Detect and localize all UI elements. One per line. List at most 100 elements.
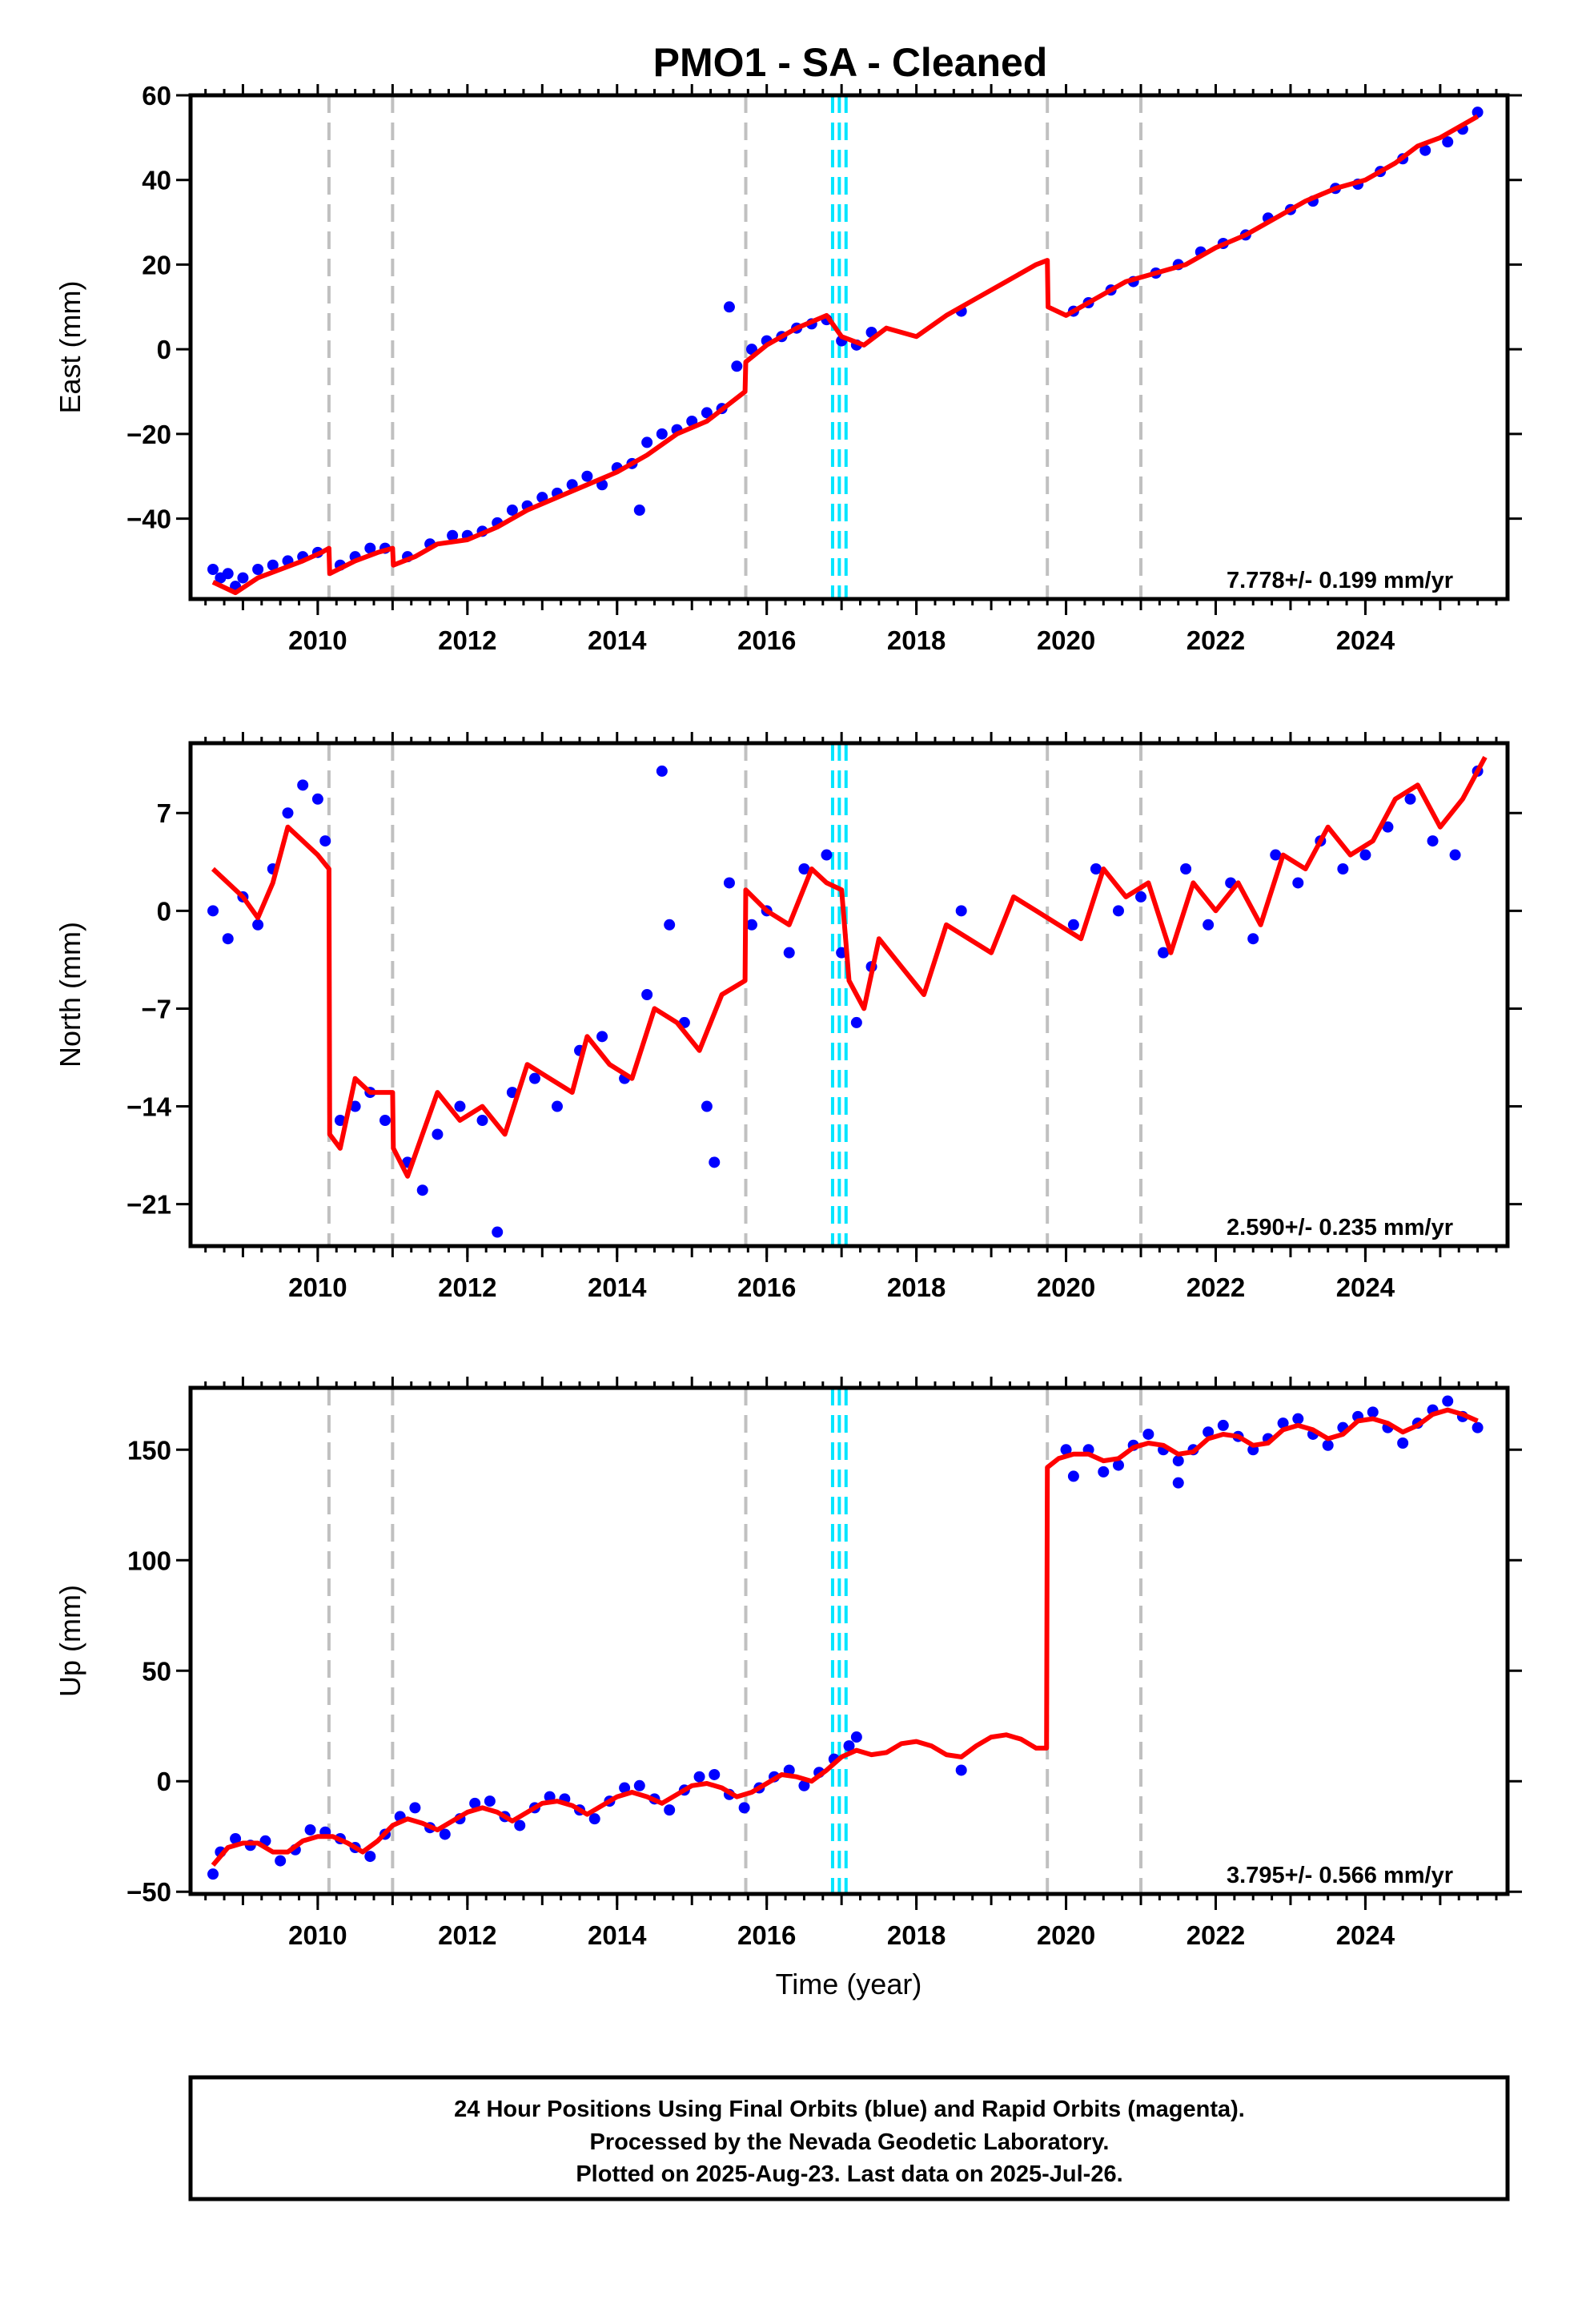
y-tick-label: −21: [126, 1190, 171, 1220]
data-point: [207, 564, 219, 575]
x-tick-label: 2014: [588, 625, 647, 655]
x-tick-label: 2014: [588, 1920, 647, 1950]
data-point: [319, 835, 331, 847]
x-tick-label: 2024: [1336, 1273, 1395, 1302]
data-point: [783, 947, 795, 959]
data-point: [1067, 919, 1079, 931]
data-point: [709, 1768, 721, 1780]
x-tick-label: 2018: [887, 1920, 946, 1950]
data-point: [349, 1100, 361, 1112]
footer-line-3: Plotted on 2025-Aug-23. Last data on 202…: [576, 2161, 1122, 2187]
x-tick-label: 2016: [737, 1273, 796, 1302]
data-point: [528, 1072, 540, 1084]
data-point: [1067, 1470, 1079, 1482]
footer-box: 24 Hour Positions Using Final Orbits (bl…: [188, 2075, 1510, 2201]
data-point: [1292, 1413, 1304, 1425]
y-tick-label: −14: [126, 1092, 172, 1122]
data-point: [955, 1764, 967, 1776]
model-line-north: [211, 755, 1488, 1179]
data-point: [1217, 1419, 1229, 1431]
data-point: [476, 1115, 488, 1126]
y-tick-label: 0: [157, 1767, 171, 1796]
data-point: [745, 919, 757, 931]
x-tick-label: 2024: [1336, 625, 1395, 655]
data-point: [222, 568, 234, 580]
data-point: [581, 470, 593, 482]
y-tick-label: 7: [157, 798, 171, 828]
data-point: [656, 765, 668, 777]
data-point: [469, 1797, 481, 1809]
data-point: [1112, 905, 1124, 917]
data-point: [664, 1804, 676, 1816]
y-tick-label: −40: [126, 505, 171, 534]
data-point: [447, 529, 459, 541]
data-point: [1359, 849, 1371, 861]
x-tick-label: 2018: [887, 1273, 946, 1302]
data-point: [484, 1795, 496, 1807]
data-point: [1449, 849, 1461, 861]
data-point: [1419, 144, 1431, 156]
data-point: [1098, 1466, 1110, 1478]
data-point: [641, 436, 653, 448]
data-point: [432, 1128, 444, 1140]
rate-annotation: 7.778+/- 0.199 mm/yr: [1227, 568, 1453, 593]
data-point: [1158, 947, 1170, 959]
data-point: [955, 905, 967, 917]
data-point: [252, 564, 264, 575]
data-point: [850, 1016, 862, 1028]
y-tick-label: 20: [142, 250, 171, 279]
data-point: [641, 989, 653, 1000]
data-point: [596, 1031, 608, 1043]
data-point: [701, 407, 713, 419]
x-tick-label: 2012: [438, 1273, 496, 1302]
data-point: [416, 1184, 428, 1196]
x-tick-label: 2022: [1186, 1273, 1245, 1302]
points-north: [207, 765, 1484, 1238]
plot-frame: [188, 741, 1510, 1248]
data-point: [1247, 933, 1259, 945]
y-tick-label: 50: [142, 1656, 171, 1686]
x-tick-label: 2012: [438, 1920, 496, 1950]
y-tick-label: 60: [142, 81, 171, 111]
x-tick-label: 2010: [288, 1920, 347, 1950]
x-tick-label: 2014: [588, 1273, 647, 1302]
panels: 2010 2012 2014 2016 2018 2020 2022 2024−40−2002…: [54, 81, 1522, 1950]
data-point: [311, 793, 323, 805]
y-axis-label: North (mm): [54, 922, 86, 1068]
data-point: [222, 933, 234, 945]
data-point: [551, 1100, 563, 1112]
data-point: [798, 1779, 810, 1791]
data-point: [364, 1851, 376, 1863]
data-point: [1270, 849, 1282, 861]
data-point: [1472, 1421, 1484, 1433]
data-point: [1292, 877, 1304, 889]
data-point: [1180, 863, 1192, 875]
y-tick-label: 100: [127, 1546, 171, 1575]
chart-title: PMO1 - SA - Cleaned: [653, 40, 1048, 85]
y-axis-label: Up (mm): [54, 1585, 86, 1697]
data-point: [267, 559, 279, 571]
data-point: [723, 301, 735, 313]
data-point: [1090, 863, 1102, 875]
data-point: [230, 1833, 242, 1845]
x-tick-label: 2022: [1186, 625, 1245, 655]
data-point: [1397, 1437, 1409, 1449]
data-point: [506, 505, 518, 516]
data-point: [514, 1819, 526, 1831]
data-point: [454, 1100, 466, 1112]
data-point: [207, 1868, 219, 1880]
data-point: [1203, 919, 1215, 931]
data-point: [798, 863, 810, 875]
data-point: [1172, 1477, 1184, 1489]
plot-frame: [188, 93, 1510, 601]
data-point: [843, 1740, 855, 1752]
data-point: [1427, 835, 1439, 847]
data-point: [633, 505, 645, 516]
y-tick-label: 0: [157, 335, 171, 364]
data-point: [656, 428, 668, 440]
data-point: [492, 1226, 504, 1238]
data-point: [701, 1100, 713, 1112]
y-tick-label: 150: [127, 1435, 171, 1465]
data-point: [619, 1782, 631, 1794]
